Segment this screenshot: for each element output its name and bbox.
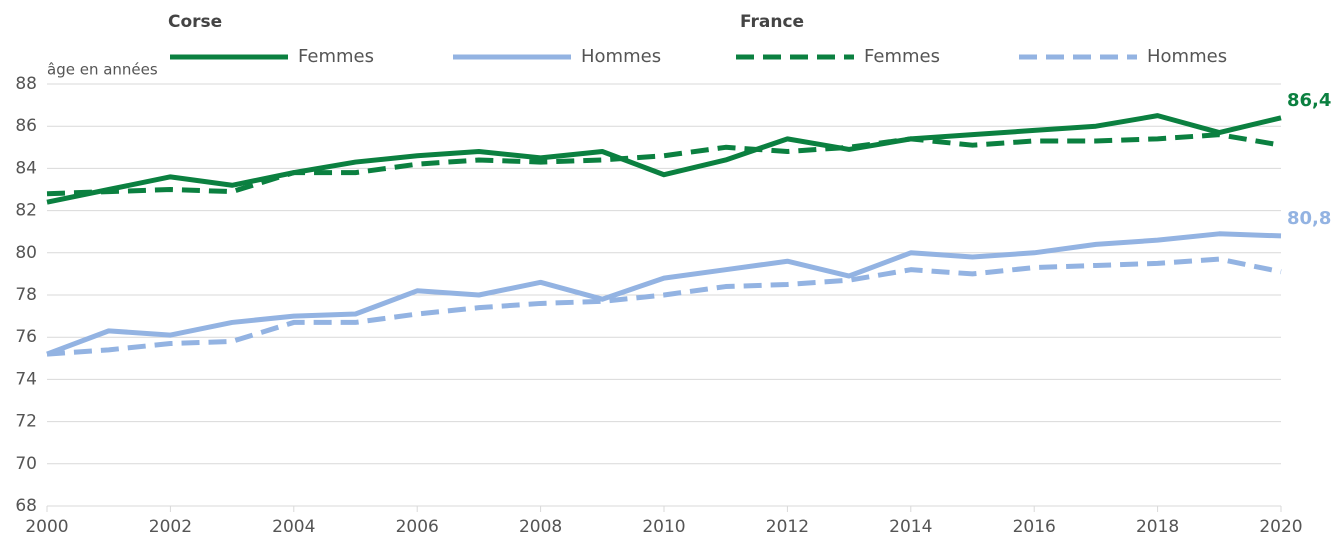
y-tick-label: 74 [15,369,37,389]
value-label: 86,4 [1287,90,1331,111]
x-tick-label: 2004 [272,517,315,537]
y-tick-label: 78 [15,285,37,305]
y-tick-label: 80 [15,243,37,263]
y-tick-label: 76 [15,327,37,347]
x-tick-label: 2006 [396,517,439,537]
legend-label: Femmes [298,46,374,67]
x-tick-label: 2020 [1259,517,1302,537]
y-tick-label: 68 [15,496,37,516]
x-tick-label: 2000 [25,517,68,537]
y-axis-label: âge en années [47,61,158,79]
x-tick-label: 2002 [149,517,192,537]
series-line [46,256,1282,357]
legend-label: Hommes [1147,46,1227,67]
legend-label: Hommes [581,46,661,67]
value-label: 80,8 [1287,208,1331,229]
x-tick-label: 2016 [1013,517,1056,537]
y-tick-label: 86 [15,116,37,136]
x-tick-label: 2018 [1136,517,1179,537]
legend-label: Femmes [864,46,940,67]
y-tick-label: 84 [15,158,37,178]
x-tick-label: 2014 [889,517,932,537]
series-line [46,113,1282,205]
legend-group-title: Corse [168,12,222,32]
y-tick-label: 72 [15,412,37,432]
x-tick-label: 2008 [519,517,562,537]
legend-group-title: France [740,12,804,32]
y-tick-label: 70 [15,454,37,474]
series-line [46,231,1282,357]
x-tick-label: 2010 [642,517,685,537]
y-tick-label: 82 [15,201,37,221]
y-tick-label: 88 [15,74,37,94]
x-tick-label: 2012 [766,517,809,537]
series-line [46,132,1282,197]
